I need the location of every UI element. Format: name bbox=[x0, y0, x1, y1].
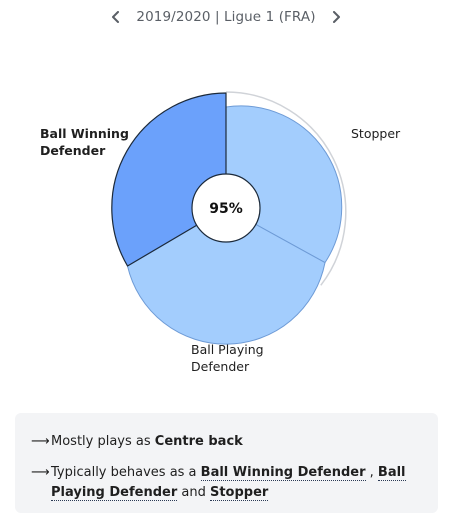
label-line: Defender bbox=[40, 143, 106, 158]
label-stopper[interactable]: Stopper bbox=[351, 125, 400, 142]
role-link-ball-winning-defender[interactable]: Ball Winning Defender bbox=[200, 465, 366, 481]
label-line: Ball Winning bbox=[40, 126, 129, 141]
segment-ball-playing-defender[interactable] bbox=[126, 207, 326, 345]
label-line: Stopper bbox=[351, 126, 401, 141]
role-chart-graphic: 95% bbox=[111, 91, 347, 345]
label-ball-playing-defender[interactable]: Ball Playing Defender bbox=[191, 341, 264, 375]
center-value: 95% bbox=[209, 201, 243, 217]
arrow-right-icon: ⟶ bbox=[31, 465, 50, 480]
summary-text: Mostly plays as bbox=[51, 434, 155, 449]
outer-ring bbox=[225, 91, 347, 286]
summary-text: Typically behaves as a bbox=[51, 465, 201, 480]
label-line: Defender bbox=[191, 359, 250, 374]
position-name: Centre back bbox=[154, 434, 243, 449]
summary-line-roles: ⟶Typically behaves as a Ball Winning Def… bbox=[31, 463, 421, 503]
role-link-ball-playing-defender-part1[interactable]: Ball bbox=[377, 465, 406, 481]
label-line: Ball Playing bbox=[191, 342, 264, 357]
role-link-stopper[interactable]: Stopper bbox=[209, 485, 269, 501]
arrow-right-icon: ⟶ bbox=[31, 434, 50, 449]
center-circle bbox=[191, 173, 261, 243]
chevron-left-icon[interactable] bbox=[106, 7, 126, 27]
separator-text: , bbox=[365, 465, 378, 480]
chevron-right-icon[interactable] bbox=[326, 7, 346, 27]
season-label[interactable]: 2019/2020 | Ligue 1 (FRA) bbox=[136, 9, 316, 25]
summary-line-roles-continued: Playing Defender and Stopper bbox=[31, 483, 421, 503]
role-chart: 95% Ball Winning Defender Stopper Ball P… bbox=[40, 91, 400, 375]
summary-line-position: ⟶Mostly plays as Centre back bbox=[31, 432, 243, 452]
label-ball-winning-defender[interactable]: Ball Winning Defender bbox=[40, 125, 129, 159]
and-text: and bbox=[177, 485, 210, 500]
season-selector: 2019/2020 | Ligue 1 (FRA) bbox=[0, 6, 452, 28]
role-link-ball-playing-defender[interactable]: Playing Defender bbox=[51, 485, 178, 501]
role-summary-box: ⟶Mostly plays as Centre back ⟶Typically … bbox=[15, 413, 438, 513]
